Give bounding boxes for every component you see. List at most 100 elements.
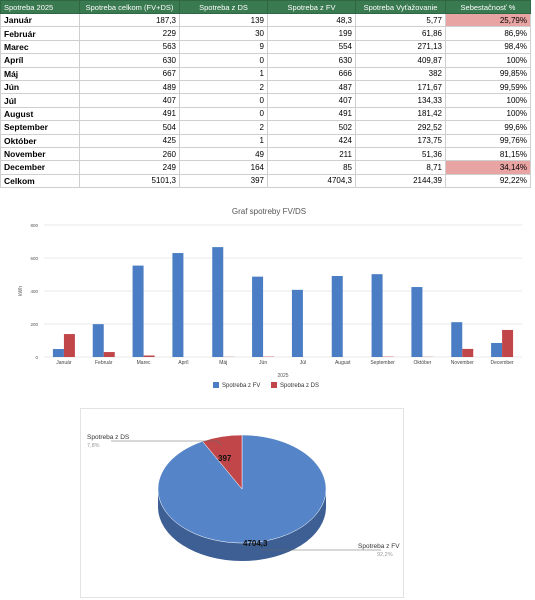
table-cell[interactable]: 61,86	[355, 26, 446, 41]
table-cell[interactable]: 187,3	[79, 12, 180, 28]
table-cell[interactable]: 1	[179, 66, 268, 81]
header-cell[interactable]: Spotreba Vyťažovanie	[355, 0, 446, 14]
table-cell[interactable]: 100%	[445, 53, 531, 68]
table-cell[interactable]: 0	[179, 93, 268, 108]
table-cell[interactable]: 99,6%	[445, 120, 531, 135]
pie-chart-canvas	[111, 434, 381, 561]
month-cell[interactable]: Marec	[0, 39, 80, 55]
table-cell[interactable]: 34,14%	[445, 160, 531, 175]
table-cell[interactable]: 181,42	[355, 106, 446, 122]
y-tick-label: 800	[30, 223, 38, 228]
x-tick-label: November	[451, 360, 474, 366]
table-cell[interactable]: 211	[267, 146, 356, 162]
header-cell[interactable]: Spotreba z DS	[179, 0, 268, 14]
month-cell[interactable]: Január	[0, 12, 80, 28]
total-cell[interactable]: 92,22%	[445, 173, 531, 189]
table-cell[interactable]: 173,75	[355, 133, 446, 148]
table-cell[interactable]: 666	[267, 66, 356, 81]
table-cell[interactable]: 100%	[445, 93, 531, 108]
table-cell[interactable]: 407	[79, 93, 180, 108]
table-cell[interactable]: 0	[179, 106, 268, 122]
bar-fv	[92, 324, 104, 357]
table-cell[interactable]: 99,59%	[445, 79, 531, 95]
table-cell[interactable]: 134,33	[355, 93, 446, 108]
month-cell[interactable]: September	[0, 120, 80, 135]
x-tick-label: Máj	[219, 360, 227, 366]
table-cell[interactable]: 249	[79, 160, 180, 175]
chart-title: Graf spotreby FV/DS	[231, 207, 307, 216]
table-cell[interactable]: 563	[79, 39, 180, 55]
table-cell[interactable]: 630	[79, 53, 180, 68]
table-cell[interactable]: 554	[267, 39, 356, 55]
month-cell[interactable]: December	[0, 160, 80, 175]
header-cell[interactable]: Spotreba z FV	[267, 0, 356, 14]
table-cell[interactable]: 667	[79, 66, 180, 81]
table-cell[interactable]: 5,77	[355, 12, 446, 28]
table-cell[interactable]: 260	[79, 146, 180, 162]
table-cell[interactable]: 292,52	[355, 120, 446, 135]
table-cell[interactable]: 25,79%	[445, 12, 531, 28]
table-cell[interactable]: 48,3	[267, 12, 356, 28]
month-cell[interactable]: Júl	[0, 93, 80, 108]
table-cell[interactable]: 164	[179, 160, 268, 175]
table-cell[interactable]: 171,67	[355, 79, 446, 95]
month-cell[interactable]: Apríl	[0, 53, 80, 68]
table-cell[interactable]: 271,13	[355, 39, 446, 55]
table-cell[interactable]: 139	[179, 12, 268, 28]
total-cell[interactable]: 2144,39	[355, 173, 446, 189]
table-cell[interactable]: 100%	[445, 106, 531, 122]
table-cell[interactable]: 382	[355, 66, 446, 81]
table-cell[interactable]: 504	[79, 120, 180, 135]
header-cell[interactable]: Spotreba 2025	[0, 0, 80, 14]
table-cell[interactable]: 425	[79, 133, 180, 148]
table-cell[interactable]: 409,87	[355, 53, 446, 68]
month-cell[interactable]: Máj	[0, 66, 80, 81]
table-cell[interactable]: 8,71	[355, 160, 446, 175]
total-cell[interactable]: 397	[179, 173, 268, 189]
table-cell[interactable]: 9	[179, 39, 268, 55]
table-cell[interactable]: 85	[267, 160, 356, 175]
table-header-row: Spotreba 2025 Spotreba celkom (FV+DS) Sp…	[0, 0, 531, 14]
table-cell[interactable]: 1	[179, 133, 268, 148]
table-cell[interactable]: 630	[267, 53, 356, 68]
table-cell[interactable]: 407	[267, 93, 356, 108]
month-cell[interactable]: Február	[0, 26, 80, 41]
table-cell[interactable]: 199	[267, 26, 356, 41]
total-cell[interactable]: 4704,3	[267, 173, 356, 189]
table-row: September 504 2 502 292,52 99,6%	[0, 120, 531, 135]
table-cell[interactable]: 502	[267, 120, 356, 135]
table-cell[interactable]: 0	[179, 53, 268, 68]
pie-slice-ds	[202, 434, 243, 490]
header-cell[interactable]: Spotreba celkom (FV+DS)	[79, 0, 180, 14]
month-cell[interactable]: Jún	[0, 79, 80, 95]
month-cell[interactable]: Október	[0, 133, 80, 148]
x-tick-label: Marec	[137, 360, 151, 366]
table-cell[interactable]: 229	[79, 26, 180, 41]
bar-chart: Graf spotreby FV/DS 0 200 400 600 800 kWh Janu…	[8, 197, 530, 407]
table-cell[interactable]: 30	[179, 26, 268, 41]
table-cell[interactable]: 491	[267, 106, 356, 122]
table-cell[interactable]: 86,9%	[445, 26, 531, 41]
x-tick-label: Január	[56, 360, 72, 366]
table-cell[interactable]: 491	[79, 106, 180, 122]
table-cell[interactable]: 99,85%	[445, 66, 531, 81]
month-cell[interactable]: November	[0, 146, 80, 162]
month-cell[interactable]: August	[0, 106, 80, 122]
table-cell[interactable]: 51,36	[355, 146, 446, 162]
table-cell[interactable]: 2	[179, 79, 268, 95]
table-cell[interactable]: 98,4%	[445, 39, 531, 55]
table-cell[interactable]: 2	[179, 120, 268, 135]
y-axis-label: kWh	[18, 286, 24, 296]
table-body: Január 187,3 139 48,3 5,77 25,79% Február 229 30…	[0, 12, 531, 189]
total-label[interactable]: Celkom	[0, 173, 80, 189]
table-cell[interactable]: 99,76%	[445, 133, 531, 148]
table-cell[interactable]: 489	[79, 79, 180, 95]
header-cell[interactable]: Sebestačnosť %	[445, 0, 531, 14]
table-cell[interactable]: 49	[179, 146, 268, 162]
table-cell[interactable]: 424	[267, 133, 356, 148]
table-cell[interactable]: 487	[267, 79, 356, 95]
bar-fv	[132, 265, 144, 357]
total-cell[interactable]: 5101,3	[79, 173, 180, 189]
table-cell[interactable]: 81,15%	[445, 146, 531, 162]
y-tick-label: 400	[30, 289, 38, 294]
